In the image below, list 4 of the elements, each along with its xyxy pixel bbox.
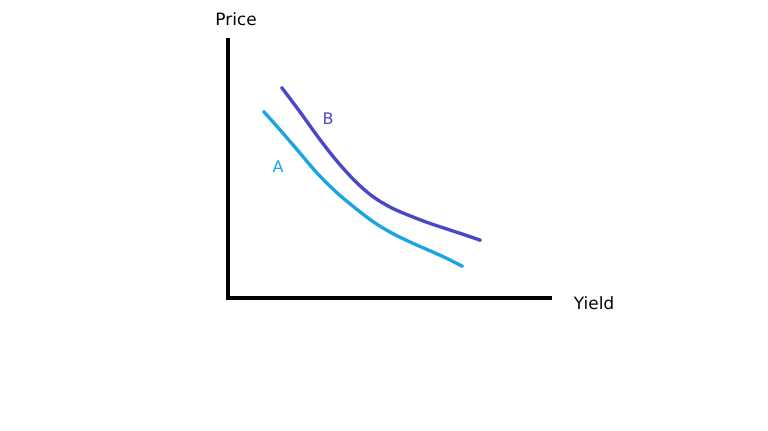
y-axis-title: Price <box>215 10 257 30</box>
series-label: B <box>322 108 334 128</box>
x-axis-title: Yield <box>572 294 614 314</box>
series-label: A <box>272 157 284 176</box>
